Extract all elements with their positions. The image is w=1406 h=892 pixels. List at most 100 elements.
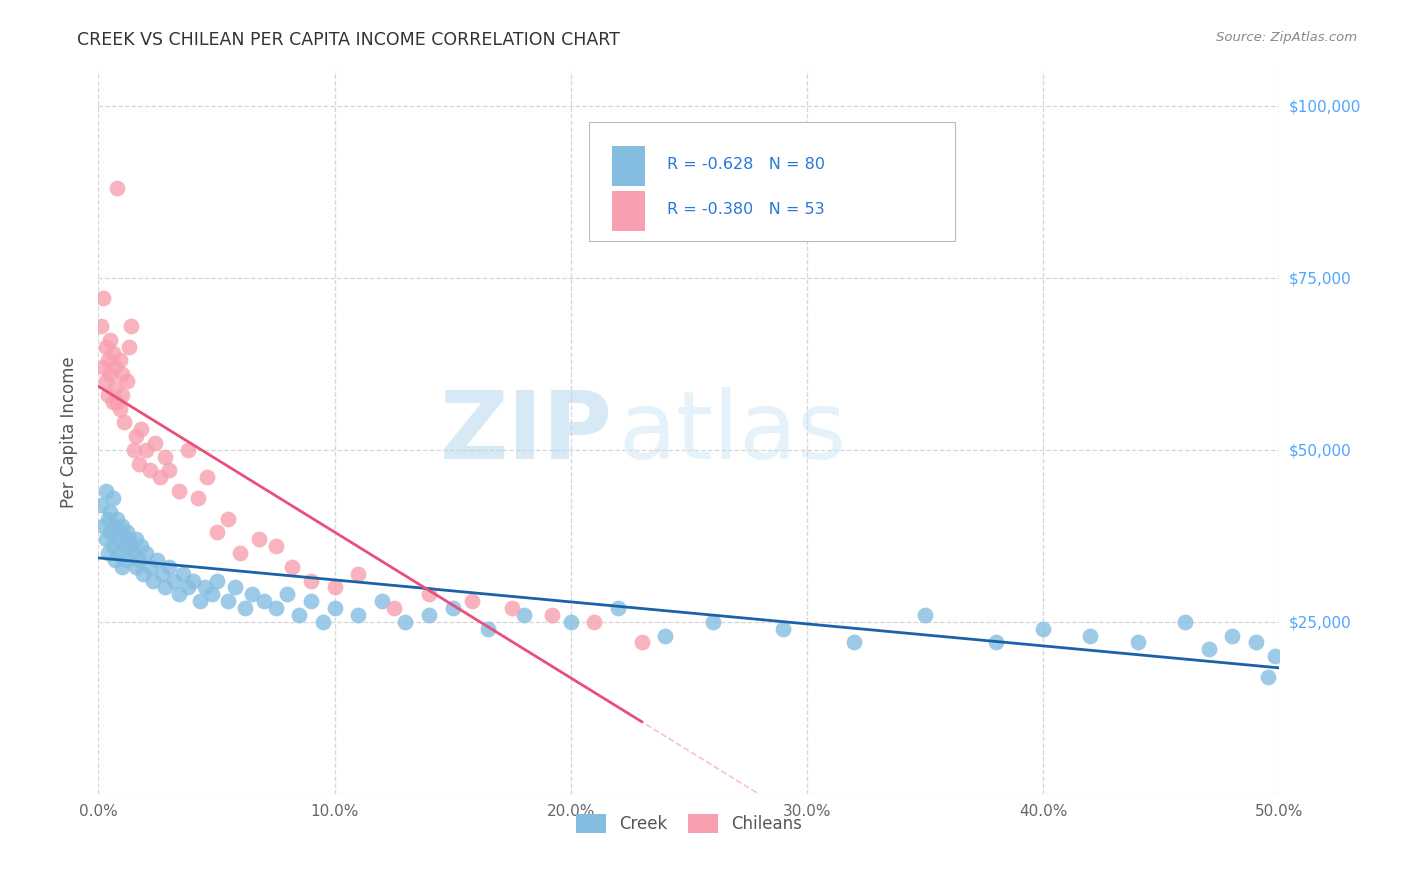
Point	[104, 381, 127, 395]
Point	[94, 340, 117, 354]
Point	[264, 539, 287, 553]
Text: R = -0.628   N = 80: R = -0.628 N = 80	[666, 157, 824, 172]
Point	[98, 525, 121, 540]
Point	[217, 511, 239, 525]
Point	[112, 539, 135, 553]
Point	[153, 450, 176, 464]
Point	[347, 566, 370, 581]
Point	[101, 394, 124, 409]
Point	[97, 388, 120, 402]
Point	[224, 581, 246, 595]
Point	[115, 553, 138, 567]
Point	[105, 181, 128, 195]
Point	[512, 607, 534, 622]
Point	[105, 394, 128, 409]
Point	[253, 594, 276, 608]
Point	[312, 615, 335, 629]
Point	[101, 346, 124, 360]
Point	[1264, 649, 1286, 664]
Point	[111, 518, 134, 533]
Point	[281, 559, 304, 574]
Legend: Creek, Chileans: Creek, Chileans	[569, 807, 808, 839]
Point	[201, 587, 224, 601]
Point	[441, 601, 464, 615]
Point	[112, 415, 135, 429]
Point	[167, 587, 190, 601]
Point	[195, 470, 218, 484]
Point	[149, 470, 172, 484]
Point	[984, 635, 1007, 649]
Point	[188, 594, 211, 608]
Point	[142, 574, 165, 588]
Point	[146, 553, 169, 567]
Point	[90, 318, 112, 333]
Point	[177, 442, 200, 457]
Point	[607, 601, 630, 615]
Point	[104, 518, 127, 533]
Point	[157, 463, 180, 477]
Point	[118, 533, 141, 547]
Point	[299, 594, 322, 608]
Point	[129, 539, 152, 553]
Point	[654, 629, 676, 643]
Point	[122, 546, 145, 560]
Point	[97, 353, 120, 368]
Point	[111, 559, 134, 574]
Point	[323, 601, 346, 615]
Point	[1220, 629, 1243, 643]
Y-axis label: Per Capita Income: Per Capita Income	[59, 357, 77, 508]
Text: ZIP: ZIP	[439, 386, 612, 479]
Point	[187, 491, 209, 505]
Point	[108, 525, 131, 540]
Point	[501, 601, 523, 615]
Point	[772, 622, 794, 636]
Point	[382, 601, 405, 615]
Point	[1244, 635, 1267, 649]
Point	[105, 533, 128, 547]
Point	[1257, 670, 1279, 684]
Point	[104, 553, 127, 567]
Text: atlas: atlas	[619, 386, 846, 479]
Text: CREEK VS CHILEAN PER CAPITA INCOME CORRELATION CHART: CREEK VS CHILEAN PER CAPITA INCOME CORRE…	[77, 31, 620, 49]
Point	[135, 546, 157, 560]
Text: R = -0.380   N = 53: R = -0.380 N = 53	[666, 202, 824, 217]
Point	[264, 601, 287, 615]
Point	[108, 353, 131, 368]
Point	[477, 622, 499, 636]
Point	[98, 505, 121, 519]
Point	[418, 587, 440, 601]
Point	[115, 525, 138, 540]
Point	[347, 607, 370, 622]
Point	[118, 340, 141, 354]
Point	[371, 594, 394, 608]
Point	[153, 581, 176, 595]
Point	[194, 581, 217, 595]
Point	[205, 574, 228, 588]
Point	[217, 594, 239, 608]
Point	[125, 429, 148, 443]
Point	[233, 601, 256, 615]
Point	[101, 539, 124, 553]
Point	[139, 559, 162, 574]
Point	[205, 525, 228, 540]
Point	[122, 442, 145, 457]
Point	[121, 539, 143, 553]
Point	[181, 574, 204, 588]
Point	[94, 484, 117, 499]
Point	[108, 401, 131, 416]
Point	[91, 360, 114, 375]
Point	[139, 463, 162, 477]
Point	[1174, 615, 1197, 629]
Point	[150, 566, 173, 581]
Point	[94, 533, 117, 547]
Point	[1198, 642, 1220, 657]
Point	[418, 607, 440, 622]
Point	[104, 360, 127, 375]
Point	[90, 498, 112, 512]
Point	[108, 546, 131, 560]
Point	[702, 615, 724, 629]
Point	[128, 457, 150, 471]
Point	[844, 635, 866, 649]
Point	[1032, 622, 1054, 636]
Point	[111, 367, 134, 381]
